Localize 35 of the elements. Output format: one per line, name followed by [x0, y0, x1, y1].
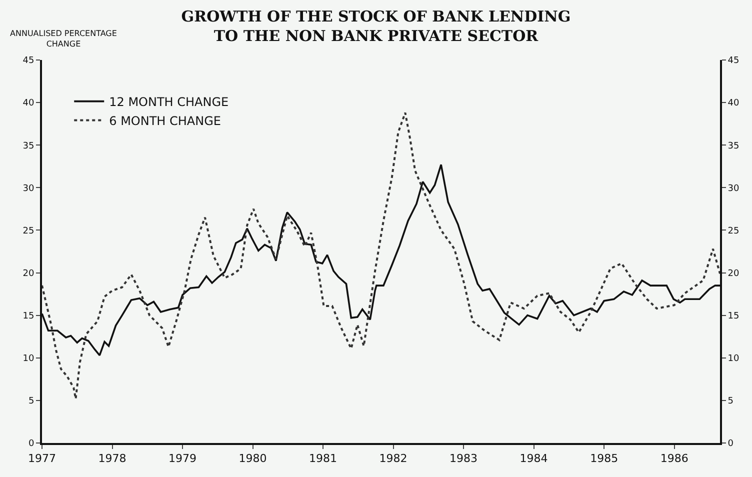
x-tick-label: 1984 — [520, 452, 548, 466]
x-tick-label: 1979 — [168, 452, 197, 466]
x-tick-label: 1980 — [238, 452, 267, 466]
y-tick-label: 30 — [22, 184, 34, 194]
y-tick-label: 10 — [22, 354, 34, 364]
y-tick-label: 15 — [22, 311, 34, 322]
y2-tick-label: 20 — [728, 268, 740, 279]
x-tick-label: 1985 — [590, 452, 618, 466]
y2-tick-label: 25 — [728, 226, 740, 236]
legend-label: 6 MONTH CHANGE — [109, 114, 221, 128]
y2-tick-label: 10 — [728, 354, 740, 364]
y-tick-label: 45 — [22, 56, 34, 66]
x-tick-label: 1977 — [28, 452, 56, 466]
x-tick-label: 1986 — [660, 452, 688, 466]
x-tick-label: 1983 — [450, 452, 478, 466]
y2-tick-label: 30 — [728, 184, 740, 194]
y-tick-label: 5 — [28, 396, 34, 407]
x-tick-label: 1981 — [309, 452, 338, 466]
line-series — [42, 112, 720, 400]
y2-tick-label: 5 — [728, 396, 734, 407]
y2-tick-label: 0 — [728, 439, 734, 450]
y2-tick-label: 40 — [728, 98, 740, 109]
y2-tick-label: 45 — [728, 56, 740, 66]
y-tick-label: 35 — [22, 141, 34, 152]
y-tick-label: 40 — [22, 98, 34, 109]
y-axis-title: ANNUALISED PERCENTAGE CHANGE — [10, 29, 117, 48]
x-tick-label: 1978 — [98, 452, 126, 466]
legend-label: 12 MONTH CHANGE — [109, 94, 229, 109]
y2-tick-label: 15 — [728, 311, 740, 322]
y-tick-label: 25 — [22, 226, 34, 236]
y-tick-label: 0 — [28, 439, 34, 450]
chart-title: GROWTH OF THE STOCK OF BANK LENDING TO THE NON BANK PRIVATE SECTOR — [181, 7, 571, 45]
x-tick-label: 1982 — [379, 452, 408, 466]
y-tick-label: 20 — [22, 268, 34, 279]
y2-tick-label: 35 — [728, 141, 740, 152]
